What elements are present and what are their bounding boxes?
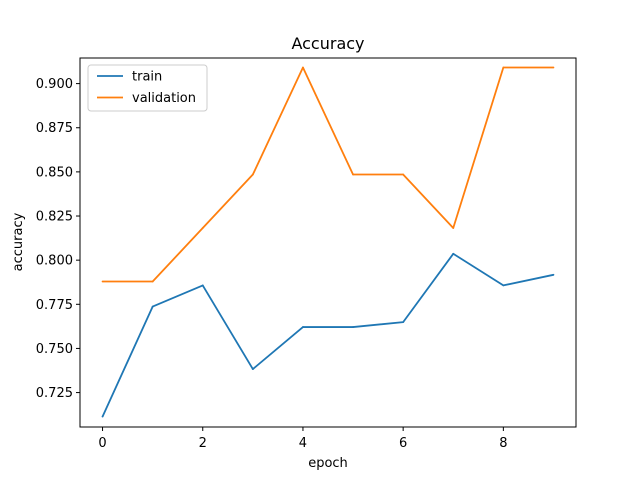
data-point-train [452, 252, 455, 255]
data-point-train [502, 284, 505, 287]
legend-entry-validation: validation [97, 91, 196, 106]
y-tick-label: 0.800 [36, 254, 73, 269]
data-point-validation [251, 173, 254, 176]
data-point-train [101, 415, 104, 418]
data-point-train [151, 305, 154, 308]
series-validation [101, 66, 555, 283]
y-tick-label: 0.825 [36, 210, 73, 225]
legend-entry-train: train [97, 70, 162, 85]
y-axis-ticks: 0.725 0.750 0.775 0.800 0.825 0.850 0.875 0.900 [36, 77, 80, 401]
data-point-validation [302, 66, 304, 69]
x-tick-label: 8 [499, 436, 507, 451]
y-tick-label: 0.725 [36, 386, 73, 401]
y-tick-label: 0.775 [36, 298, 73, 313]
legend: train validation [87, 64, 208, 112]
data-point-train [302, 326, 304, 328]
y-axis-label: accuracy [11, 212, 26, 271]
series-line-validation [102, 66, 554, 283]
data-point-validation [452, 227, 455, 229]
data-point-train [552, 273, 555, 276]
series-layer [101, 66, 555, 418]
x-axis-ticks: 0 2 4 6 8 [98, 427, 507, 451]
data-point-train [251, 368, 254, 370]
data-point-validation [101, 280, 104, 283]
y-tick-label: 0.750 [36, 342, 73, 357]
y-tick-label: 0.900 [36, 77, 73, 92]
x-tick-label: 4 [299, 436, 307, 451]
plot-frame [79, 57, 577, 428]
data-point-train [402, 321, 405, 324]
data-point-validation [502, 66, 505, 69]
data-point-validation [402, 173, 405, 176]
x-tick-label: 6 [399, 436, 407, 451]
series-line-train [101, 252, 554, 417]
data-point-validation [352, 173, 354, 176]
chart-title: Accuracy [291, 34, 364, 53]
legend-label: train [132, 70, 162, 85]
data-point-train [352, 326, 354, 328]
x-axis-label: epoch [308, 456, 348, 471]
y-tick-label: 0.850 [36, 165, 73, 180]
data-point-validation [552, 66, 555, 69]
series-train [101, 252, 555, 418]
x-tick-label: 2 [199, 436, 207, 451]
x-tick-label: 0 [98, 436, 106, 451]
legend-label: validation [132, 91, 196, 106]
data-point-train [201, 284, 204, 287]
data-point-validation [201, 227, 204, 229]
data-point-validation [151, 280, 154, 283]
y-tick-label: 0.875 [36, 121, 73, 136]
